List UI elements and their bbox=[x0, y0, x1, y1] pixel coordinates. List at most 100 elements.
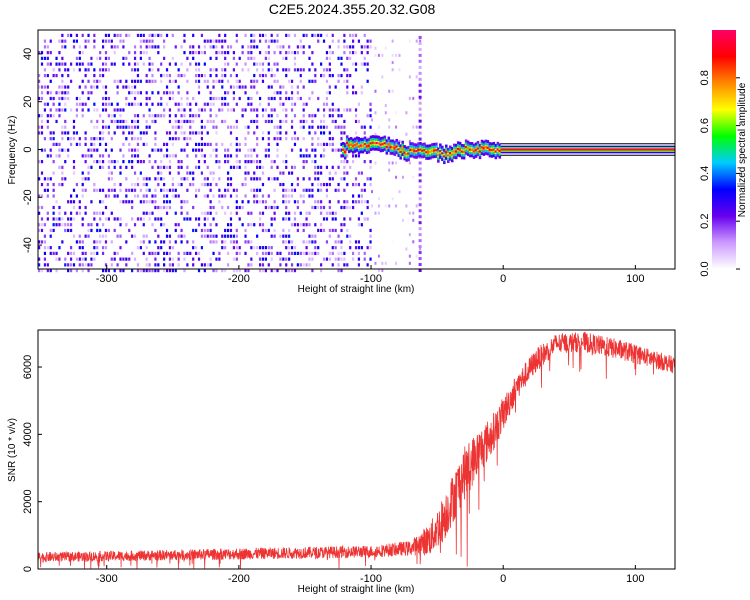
heatmap-cell bbox=[408, 233, 411, 237]
heatmap-cell bbox=[192, 240, 195, 244]
heatmap-cell bbox=[151, 102, 154, 106]
heatmap-cell bbox=[299, 45, 302, 49]
heatmap-cell bbox=[87, 177, 90, 181]
heatmap-cell bbox=[398, 53, 401, 57]
heatmap-cell bbox=[224, 39, 227, 43]
heatmap-cell bbox=[136, 73, 140, 78]
heatmap-cell bbox=[418, 239, 422, 243]
heatmap-cell bbox=[145, 257, 148, 261]
heatmap-cell bbox=[352, 257, 355, 261]
heatmap-cell bbox=[232, 188, 236, 192]
heatmap-cell bbox=[290, 182, 294, 187]
heatmap-cell bbox=[250, 85, 253, 89]
heatmap-cell bbox=[346, 73, 349, 78]
heatmap-cell bbox=[64, 177, 67, 181]
heatmap-cell bbox=[293, 68, 297, 72]
heatmap-cell bbox=[119, 33, 122, 38]
heatmap-cell bbox=[374, 261, 377, 265]
heatmap-cell bbox=[183, 39, 186, 43]
heatmap-cell bbox=[305, 102, 308, 106]
heatmap-cell bbox=[200, 33, 204, 38]
heatmap-cell bbox=[101, 211, 105, 215]
heatmap-cell bbox=[226, 91, 230, 95]
heatmap-cell bbox=[395, 161, 398, 165]
heatmap-cell bbox=[119, 171, 122, 175]
heatmap-cell bbox=[209, 234, 212, 238]
heatmap-cell bbox=[163, 263, 166, 267]
heatmap-cell bbox=[349, 108, 352, 112]
heatmap-cell bbox=[197, 148, 201, 152]
heatmap-cell bbox=[366, 114, 369, 118]
heatmap-cell bbox=[163, 91, 166, 95]
heatmap-cell bbox=[224, 119, 227, 124]
heatmap-cell bbox=[64, 39, 67, 43]
heatmap-cell bbox=[232, 269, 236, 273]
heatmap-cell bbox=[78, 137, 81, 141]
heatmap-cell bbox=[371, 190, 374, 194]
heatmap-cell bbox=[40, 240, 44, 244]
heatmap-cell bbox=[363, 143, 367, 146]
heatmap-cell bbox=[72, 165, 76, 169]
heatmap-cell bbox=[125, 188, 128, 192]
heatmap-cell bbox=[67, 96, 70, 101]
heatmap-cell bbox=[157, 246, 160, 250]
heatmap-cell bbox=[264, 269, 267, 273]
heatmap-cell bbox=[46, 91, 49, 95]
heatmap-cell bbox=[293, 56, 297, 60]
heatmap-cell bbox=[232, 85, 236, 89]
heatmap-cell bbox=[270, 205, 273, 210]
heatmap-cell bbox=[322, 102, 326, 106]
heatmap-cell bbox=[360, 125, 363, 129]
heatmap-cell bbox=[87, 68, 90, 72]
heatmap-cell bbox=[352, 51, 355, 55]
heatmap-cell bbox=[195, 79, 198, 83]
heatmap-cell bbox=[151, 39, 154, 43]
heatmap-cell bbox=[247, 154, 250, 158]
heatmap-cell bbox=[224, 33, 227, 38]
heatmap-cell bbox=[224, 211, 227, 215]
heatmap-cell bbox=[352, 154, 355, 158]
heatmap-cell bbox=[163, 182, 166, 187]
heatmap-cell bbox=[496, 148, 500, 151]
heatmap-cell bbox=[113, 62, 116, 66]
heatmap-cell bbox=[165, 102, 169, 106]
heatmap-cell bbox=[122, 154, 125, 158]
heatmap-cell bbox=[282, 194, 285, 198]
heatmap-cell bbox=[40, 148, 44, 152]
heatmap-cell bbox=[154, 114, 157, 118]
heatmap-cell bbox=[218, 33, 221, 38]
heatmap-cell bbox=[258, 211, 262, 215]
heatmap-cell bbox=[349, 51, 352, 55]
heatmap-cell bbox=[38, 131, 41, 135]
heatmap-cell bbox=[165, 269, 169, 273]
heatmap-cell bbox=[67, 200, 70, 204]
heatmap-cell bbox=[81, 188, 84, 192]
heatmap-cell bbox=[354, 131, 358, 135]
heatmap-cell bbox=[425, 151, 428, 154]
heatmap-cell bbox=[180, 200, 183, 204]
heatmap-cell bbox=[418, 269, 422, 272]
heatmap-cell bbox=[177, 223, 180, 227]
heatmap-cell bbox=[331, 148, 334, 152]
heatmap-cell bbox=[374, 89, 377, 93]
heatmap-cell bbox=[270, 96, 273, 101]
heatmap-cell bbox=[131, 160, 134, 164]
heatmap-cell bbox=[224, 240, 227, 244]
x-tick-label: -300 bbox=[96, 273, 118, 285]
heatmap-cell bbox=[75, 211, 78, 215]
heatmap-cell bbox=[302, 240, 305, 244]
heatmap-cell bbox=[308, 56, 311, 60]
heatmap-cell bbox=[320, 205, 323, 210]
heatmap-cell bbox=[285, 205, 288, 210]
heatmap-cell bbox=[288, 194, 291, 198]
heatmap-cell bbox=[168, 73, 172, 78]
heatmap-cell bbox=[58, 114, 61, 118]
heatmap-cell bbox=[322, 68, 326, 72]
heatmap-cell bbox=[253, 119, 256, 124]
heatmap-cell bbox=[38, 177, 41, 181]
heatmap-cell bbox=[163, 45, 166, 49]
heatmap-cell bbox=[145, 234, 148, 238]
heatmap-cell bbox=[78, 205, 81, 210]
heatmap-cell bbox=[81, 91, 84, 95]
heatmap-cell bbox=[452, 150, 456, 153]
